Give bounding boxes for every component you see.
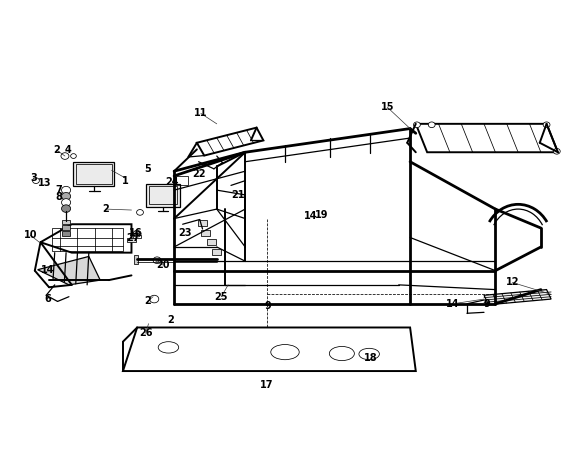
Text: 2: 2: [144, 296, 151, 306]
Bar: [62, 219, 70, 224]
Text: 17: 17: [260, 380, 274, 390]
Circle shape: [133, 230, 141, 237]
Bar: [52, 228, 123, 251]
Text: 16: 16: [129, 228, 142, 238]
Bar: [212, 249, 221, 255]
Text: 5: 5: [144, 164, 151, 174]
Text: 9: 9: [483, 299, 490, 309]
Text: 21: 21: [231, 190, 245, 200]
Text: 24: 24: [166, 177, 179, 187]
Bar: [198, 220, 207, 226]
Bar: [133, 235, 141, 238]
Text: 1: 1: [123, 176, 129, 186]
Text: 6: 6: [44, 294, 51, 304]
Circle shape: [62, 186, 71, 194]
Text: 26: 26: [139, 328, 152, 338]
Text: 15: 15: [381, 102, 394, 112]
Text: 11: 11: [194, 108, 207, 118]
Bar: [74, 162, 115, 186]
Text: 22: 22: [192, 169, 205, 179]
Bar: [76, 164, 112, 184]
Text: 2: 2: [103, 204, 109, 214]
Polygon shape: [484, 290, 551, 305]
Text: 12: 12: [506, 277, 519, 287]
Text: 13: 13: [38, 178, 52, 188]
Bar: [127, 238, 136, 242]
Text: 2: 2: [53, 145, 60, 155]
Circle shape: [62, 199, 71, 206]
Circle shape: [543, 122, 550, 128]
Text: 10: 10: [23, 230, 37, 240]
Text: 2: 2: [167, 315, 173, 325]
Circle shape: [413, 122, 420, 128]
Polygon shape: [38, 256, 100, 285]
Bar: [134, 255, 139, 264]
Text: 14: 14: [304, 211, 317, 221]
Text: 14: 14: [40, 265, 54, 275]
Bar: [174, 176, 188, 185]
Circle shape: [137, 209, 144, 215]
Text: 27: 27: [126, 233, 139, 244]
Text: 4: 4: [64, 145, 71, 155]
Bar: [62, 225, 70, 230]
Text: 8: 8: [55, 192, 62, 202]
Circle shape: [428, 122, 435, 128]
Text: 3: 3: [30, 173, 37, 183]
Text: 18: 18: [364, 353, 377, 363]
Text: 9: 9: [264, 301, 271, 311]
Text: 14: 14: [446, 299, 459, 309]
Circle shape: [62, 192, 71, 200]
Text: 25: 25: [214, 292, 228, 302]
Bar: [146, 184, 180, 207]
Bar: [201, 230, 210, 236]
Circle shape: [62, 205, 71, 212]
Text: 7: 7: [55, 185, 62, 195]
Text: 19: 19: [315, 210, 329, 220]
Bar: [149, 186, 177, 204]
Circle shape: [61, 153, 69, 159]
Circle shape: [150, 295, 159, 303]
Circle shape: [553, 149, 560, 154]
Bar: [206, 239, 215, 245]
Text: 20: 20: [156, 260, 169, 270]
Text: 23: 23: [179, 228, 192, 238]
Bar: [62, 231, 70, 236]
